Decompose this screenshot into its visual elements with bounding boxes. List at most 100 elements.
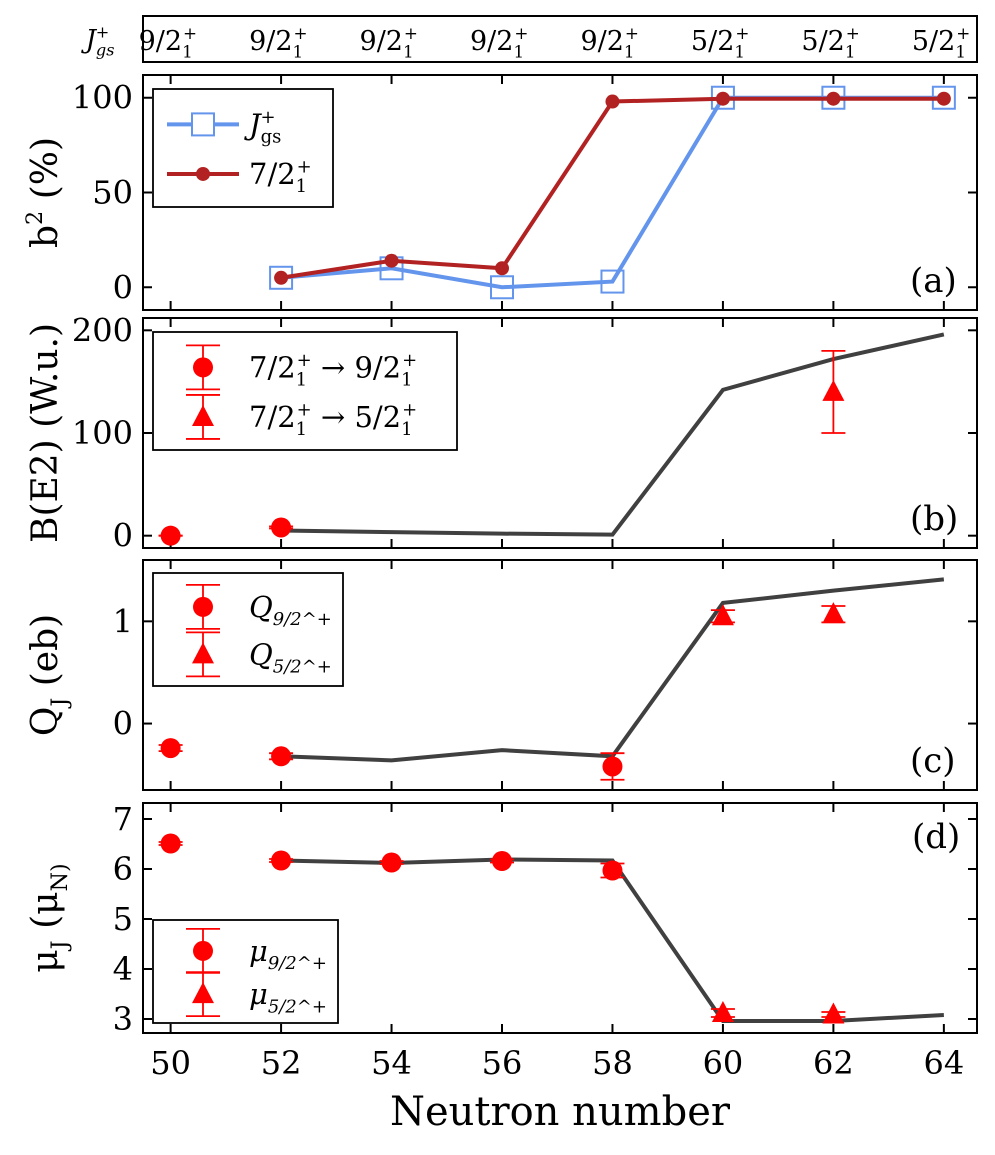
legend-marker bbox=[192, 642, 214, 664]
data-point bbox=[271, 746, 292, 767]
legend-marker bbox=[196, 166, 210, 181]
y-tick-label: 3 bbox=[113, 1000, 133, 1038]
data-point bbox=[602, 860, 623, 881]
x-tick-label: 52 bbox=[261, 1044, 302, 1082]
y-tick-label: 0 bbox=[113, 705, 133, 743]
x-tick-label: 58 bbox=[592, 1044, 633, 1082]
header-spin-value: 5/21+​ bbox=[801, 23, 859, 61]
series-0 bbox=[269, 85, 956, 300]
panel-label: (a) bbox=[910, 261, 957, 301]
header-spin-value: 9/21+​ bbox=[580, 23, 638, 61]
y-axis-label: QJ​ (eb) bbox=[25, 614, 73, 736]
legend: Q9/2^+​ Q5/2^+​ bbox=[152, 572, 344, 687]
data-point bbox=[271, 850, 292, 871]
legend-label: Q5/2^+​ bbox=[249, 637, 332, 677]
legend-marker bbox=[192, 404, 214, 426]
data-point bbox=[381, 852, 402, 873]
y-tick-label: 5 bbox=[113, 900, 133, 938]
legend-label: μ5/2^+​ bbox=[249, 977, 327, 1017]
data-point bbox=[600, 269, 625, 294]
header-row-label: Jgs+​ bbox=[80, 23, 114, 60]
x-tick-label: 60 bbox=[703, 1044, 744, 1082]
panel-c: 0 1 QJ​ (eb) (c) Q9/2^+​ Q5/2^+​ bbox=[25, 559, 978, 791]
legend-frame bbox=[152, 572, 344, 687]
legend-marker bbox=[193, 596, 213, 617]
legend-label: μ9/2^+​ bbox=[249, 934, 327, 974]
panel-label: (d) bbox=[912, 817, 960, 857]
legend: Jgs+​ 7/21+​ bbox=[152, 88, 334, 208]
header-spin-value: 9/21+​ bbox=[139, 23, 197, 61]
y-axis-label: μJ​ (μN)​ bbox=[25, 863, 73, 972]
series-1 bbox=[710, 1001, 846, 1024]
x-tick-label: 64 bbox=[924, 1044, 965, 1082]
series-0 bbox=[158, 833, 625, 881]
legend-marker bbox=[193, 940, 213, 961]
legend: 7/21+​ → 9/21+​ 7/21+​ → 5/21+​ bbox=[152, 331, 458, 451]
panel-label: (b) bbox=[910, 499, 958, 539]
data-point bbox=[715, 91, 730, 106]
legend-label: 7/21+​ bbox=[249, 156, 312, 197]
series-1 bbox=[821, 349, 846, 434]
series-1 bbox=[274, 91, 951, 285]
data-point bbox=[495, 261, 510, 276]
header-frame bbox=[142, 15, 978, 63]
y-tick-label: 7 bbox=[113, 800, 133, 838]
x-tick-label: 54 bbox=[371, 1044, 412, 1082]
header-spin-value: 5/21+​ bbox=[691, 23, 749, 61]
y-tick-label: 50 bbox=[92, 174, 133, 212]
y-axis-label: B(E2) (W.u.) bbox=[25, 323, 66, 543]
ground-state-spin-row: Jgs+​ 9/21+​ 9/21+​ 9/21+​ 9/21+​ 9/21+​ 5/21+… bbox=[80, 15, 978, 63]
data-point bbox=[822, 602, 845, 624]
y-tick-label: 4 bbox=[113, 950, 133, 988]
data-point bbox=[711, 604, 734, 626]
data-point bbox=[274, 270, 289, 285]
data-point bbox=[160, 525, 181, 546]
x-tick-label: 56 bbox=[482, 1044, 523, 1082]
header-spin-value: 9/21+​ bbox=[470, 23, 528, 61]
y-tick-label: 100 bbox=[72, 414, 133, 452]
series-0 bbox=[158, 517, 294, 546]
y-tick-label: 0 bbox=[113, 268, 133, 306]
legend-label: 7/21+​ → 5/21+​ bbox=[249, 399, 417, 440]
legend-label: Q9/2^+​ bbox=[249, 590, 332, 630]
legend: μ9/2^+​μ5/2^+​ bbox=[152, 919, 339, 1024]
header-spin-value: 9/21+​ bbox=[249, 23, 307, 61]
legend-marker bbox=[192, 982, 214, 1004]
plot-frame bbox=[142, 559, 978, 791]
header-spin-value: 5/21+​ bbox=[912, 23, 970, 61]
data-point bbox=[490, 275, 515, 300]
data-point bbox=[711, 1001, 734, 1022]
series-1 bbox=[710, 602, 846, 626]
data-point bbox=[822, 1002, 845, 1024]
legend-label: Jgs+​ bbox=[244, 107, 281, 148]
series-0 bbox=[158, 738, 625, 781]
y-tick-label: 1 bbox=[113, 602, 133, 640]
data-point bbox=[384, 253, 399, 268]
x-axis-label: Neutron number bbox=[390, 1089, 731, 1135]
legend-marker bbox=[193, 357, 213, 378]
data-point bbox=[826, 91, 841, 106]
legend-frame bbox=[152, 919, 339, 1024]
legend-frame bbox=[152, 88, 334, 208]
model-curve bbox=[281, 857, 944, 1023]
data-point bbox=[160, 833, 181, 854]
y-tick-label: 6 bbox=[113, 850, 133, 888]
data-point bbox=[936, 91, 951, 106]
series-line bbox=[280, 96, 944, 280]
panel-label: (c) bbox=[910, 741, 956, 781]
header-spin-value: 9/21+​ bbox=[360, 23, 418, 61]
data-point bbox=[492, 851, 513, 871]
y-tick-label: 200 bbox=[72, 311, 133, 349]
y-tick-label: 100 bbox=[72, 79, 133, 117]
data-point bbox=[822, 379, 845, 401]
x-tick-label: 50 bbox=[150, 1044, 191, 1082]
data-point bbox=[160, 738, 181, 759]
y-axis-label: b2​ (%) bbox=[22, 137, 66, 248]
x-tick-label: 62 bbox=[813, 1044, 854, 1082]
legend-marker bbox=[191, 112, 215, 137]
